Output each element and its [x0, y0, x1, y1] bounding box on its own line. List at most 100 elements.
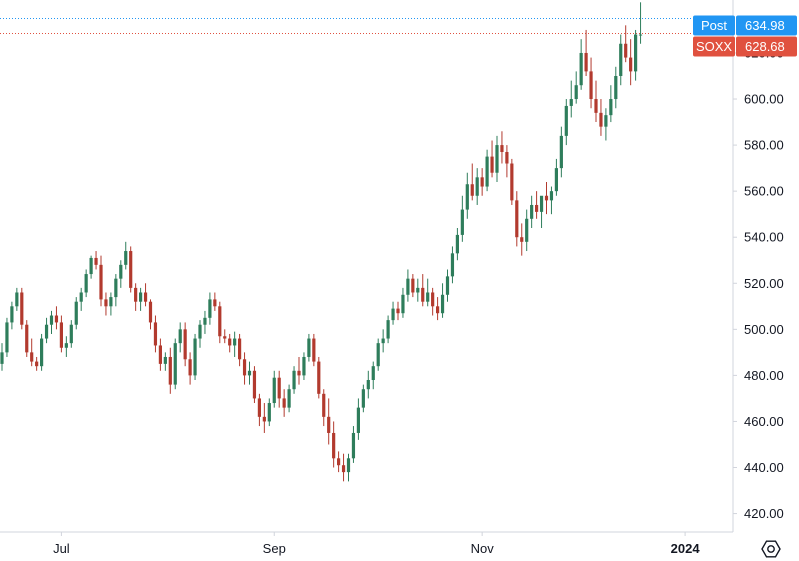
candle-body	[322, 393, 326, 417]
price-badges: Post 634.98 SOXX 628.68	[693, 15, 797, 57]
candle	[455, 228, 459, 261]
candle	[54, 306, 59, 330]
candle-body	[366, 380, 370, 390]
x-tick-label: 2024	[671, 541, 701, 556]
candle-body	[292, 370, 296, 390]
candle	[406, 269, 410, 302]
candle-body	[416, 287, 420, 293]
candle	[188, 352, 192, 385]
candle	[421, 274, 425, 307]
candle	[193, 333, 197, 380]
candle-body	[44, 324, 49, 339]
candle-body	[515, 200, 519, 238]
candle-body	[386, 320, 390, 339]
candle	[84, 269, 88, 298]
candle-body	[262, 416, 266, 422]
candle	[599, 99, 603, 136]
candle	[69, 320, 73, 348]
candle-body	[74, 301, 78, 325]
candle-body	[30, 352, 34, 362]
candle	[228, 333, 232, 353]
candle-body	[94, 257, 98, 265]
candle	[401, 287, 405, 318]
candle	[505, 145, 509, 178]
candle	[520, 223, 524, 256]
candle-body	[351, 432, 356, 459]
candle	[153, 315, 158, 353]
candle-body	[307, 338, 311, 357]
candle-body	[198, 324, 202, 339]
candle-body	[569, 99, 573, 106]
candle	[238, 333, 242, 367]
candle-body	[564, 105, 568, 136]
settings-icon[interactable]	[761, 540, 781, 558]
candle	[337, 451, 341, 473]
badge-label-bg	[693, 36, 735, 57]
candle	[332, 421, 336, 468]
candle	[59, 315, 63, 353]
candle	[495, 135, 499, 182]
y-tick-label: 500.00	[744, 322, 784, 337]
candle-body	[535, 204, 539, 212]
candle	[257, 393, 261, 427]
candle	[282, 389, 286, 417]
candle	[510, 158, 514, 205]
candle-body	[84, 274, 88, 293]
candle-body	[143, 292, 148, 302]
candle	[0, 343, 4, 371]
x-tick-label: Sep	[263, 541, 286, 556]
candle-body	[327, 416, 331, 433]
candle	[638, 2, 643, 44]
candle-body	[396, 308, 400, 314]
candle-body	[594, 99, 598, 113]
candle	[5, 317, 9, 357]
candle	[574, 71, 578, 104]
candle	[411, 274, 415, 298]
candle-body	[317, 361, 321, 394]
candle	[351, 426, 356, 463]
candle-body	[208, 299, 212, 318]
candle-body	[574, 85, 578, 100]
candle	[252, 366, 257, 404]
candle-body	[549, 191, 554, 201]
candle-body	[411, 278, 415, 293]
candle	[376, 338, 380, 371]
candle	[475, 168, 479, 205]
candle-body	[287, 389, 291, 408]
candle-body	[173, 343, 177, 385]
candle-body	[302, 356, 306, 376]
candle	[168, 347, 172, 394]
candle	[114, 274, 118, 307]
candle-body	[440, 294, 445, 314]
candle-body	[475, 177, 479, 196]
candle-body	[282, 398, 286, 408]
candle	[445, 269, 450, 302]
candle	[549, 186, 554, 215]
candle	[20, 287, 24, 330]
candle	[569, 80, 573, 118]
candle	[158, 338, 162, 371]
badge-label-bg	[693, 15, 735, 36]
candle	[242, 352, 247, 385]
candle-body	[609, 99, 613, 116]
candle	[262, 403, 266, 433]
candle	[89, 255, 93, 279]
candle-body	[480, 177, 484, 187]
candle-body	[312, 338, 316, 362]
candle	[624, 25, 628, 63]
candle	[119, 260, 123, 288]
candle	[302, 352, 306, 380]
candle-body	[337, 458, 341, 466]
candle-body	[634, 34, 638, 72]
candle	[40, 333, 44, 371]
candle-body	[233, 338, 237, 346]
candle	[450, 246, 455, 284]
x-tick-label: Nov	[471, 541, 495, 556]
candle	[554, 158, 558, 196]
candle-body	[470, 184, 474, 196]
candle	[485, 149, 489, 192]
y-tick-label: 420.00	[744, 506, 784, 521]
candle	[218, 301, 222, 344]
candle	[535, 191, 539, 219]
candle	[134, 283, 138, 311]
